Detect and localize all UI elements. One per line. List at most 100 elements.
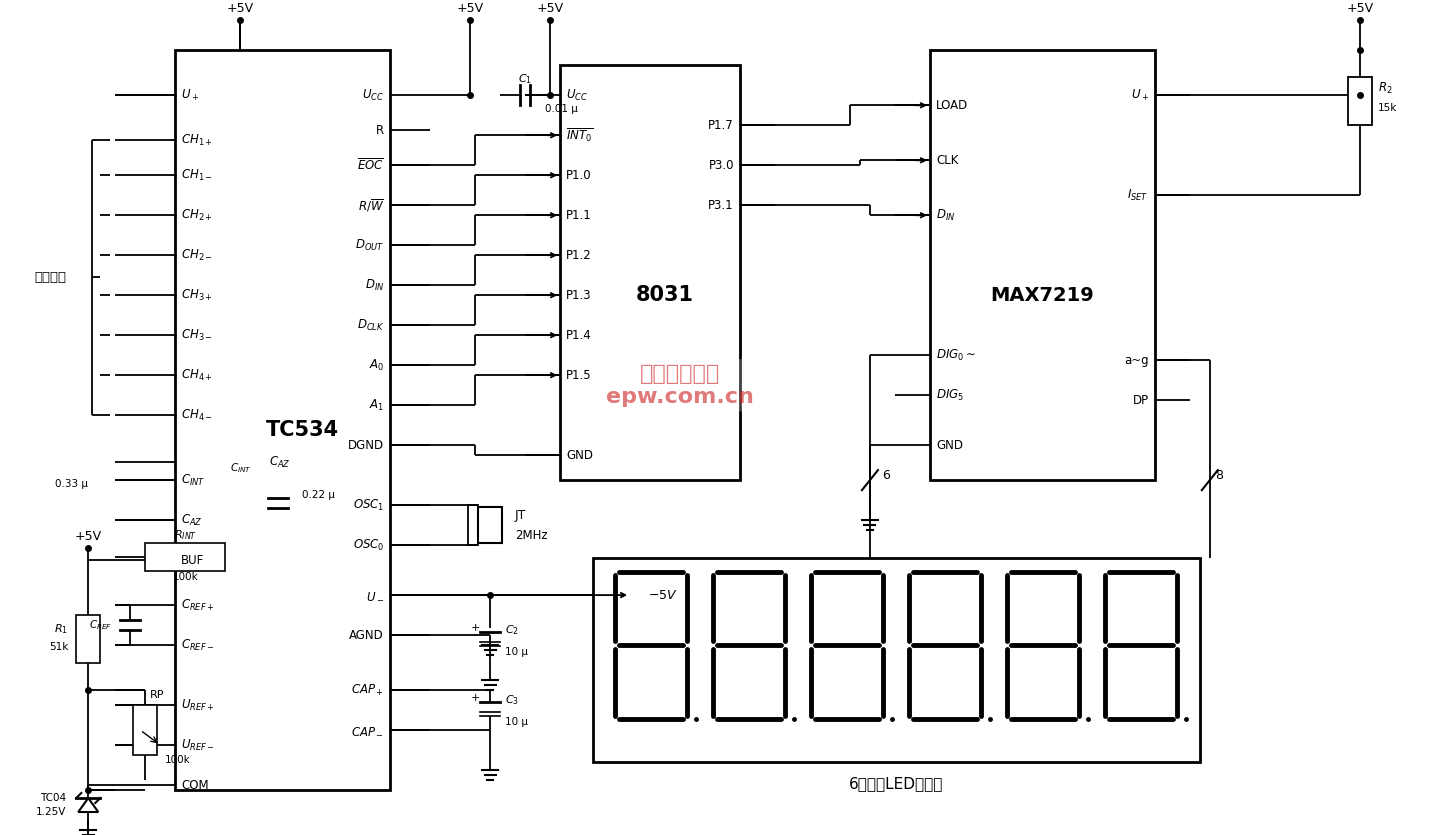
Text: $R_2$: $R_2$	[1378, 81, 1393, 96]
Text: BUF: BUF	[182, 554, 205, 567]
Text: $C_{REF-}$: $C_{REF-}$	[182, 638, 215, 653]
Text: 100k: 100k	[173, 572, 198, 582]
Text: +: +	[471, 623, 480, 633]
Text: 0.33 μ: 0.33 μ	[55, 479, 89, 489]
Text: $CH_{3+}$: $CH_{3+}$	[182, 288, 214, 303]
Text: $C_{REF+}$: $C_{REF+}$	[182, 598, 215, 613]
Text: $C_3$: $C_3$	[505, 693, 519, 707]
Text: +5V: +5V	[74, 529, 102, 543]
Text: 100k: 100k	[166, 755, 190, 765]
Text: $U_+$: $U_+$	[1131, 88, 1149, 103]
Text: $CH_{1+}$: $CH_{1+}$	[182, 133, 214, 148]
Text: 模拟输入: 模拟输入	[35, 271, 67, 284]
Text: GND: GND	[936, 438, 963, 452]
Bar	[134, 705, 157, 755]
Bar	[478, 507, 502, 543]
Text: $CH_{3-}$: $CH_{3-}$	[182, 327, 214, 342]
Text: $CAP_+$: $CAP_+$	[352, 682, 384, 697]
Text: JT: JT	[515, 509, 526, 522]
Text: P3.1: P3.1	[708, 199, 734, 212]
Text: DGND: DGND	[348, 438, 384, 452]
Text: $CH_{4+}$: $CH_{4+}$	[182, 367, 214, 382]
Text: $CH_{2+}$: $CH_{2+}$	[182, 208, 214, 223]
Text: COM: COM	[182, 778, 209, 792]
Text: P1.5: P1.5	[566, 369, 592, 382]
Text: $U_{REF+}$: $U_{REF+}$	[182, 697, 215, 712]
Text: $C_{AZ}$: $C_{AZ}$	[182, 513, 204, 528]
Bar	[1348, 78, 1371, 125]
Text: MAX7219: MAX7219	[990, 286, 1095, 305]
Text: 1.25V: 1.25V	[36, 807, 67, 817]
Text: $C_{INT}$: $C_{INT}$	[231, 461, 252, 475]
Text: $C_{REF}$: $C_{REF}$	[89, 618, 112, 632]
Text: 电子产品世界
epw.com.cn: 电子产品世界 epw.com.cn	[606, 363, 755, 407]
Text: $D_{IN}$: $D_{IN}$	[365, 278, 384, 293]
Bar	[145, 543, 225, 571]
Bar	[176, 50, 390, 790]
Text: +5V: +5V	[227, 2, 254, 15]
Text: 51k: 51k	[49, 642, 68, 652]
Text: $A_1$: $A_1$	[369, 397, 384, 412]
Text: GND: GND	[566, 448, 593, 462]
Text: $D_{IN}$: $D_{IN}$	[936, 208, 955, 223]
Text: $CAP_-$: $CAP_-$	[352, 724, 384, 736]
Text: 2MHz: 2MHz	[515, 529, 548, 542]
Text: 0.01 μ: 0.01 μ	[545, 104, 577, 114]
Text: CLK: CLK	[936, 154, 958, 167]
Text: $C_{AZ}$: $C_{AZ}$	[269, 454, 291, 470]
Text: 15k: 15k	[1378, 104, 1397, 114]
Text: $U_{REF-}$: $U_{REF-}$	[182, 737, 215, 752]
Text: $I_{SET}$: $I_{SET}$	[1127, 188, 1149, 203]
Bar	[560, 65, 740, 480]
Text: P1.2: P1.2	[566, 249, 592, 261]
Text: $C_1$: $C_1$	[518, 73, 532, 86]
Text: +5V: +5V	[1346, 2, 1374, 15]
Text: TC04: TC04	[41, 793, 67, 803]
Text: AGND: AGND	[349, 629, 384, 641]
Bar	[76, 615, 100, 663]
Text: 8031: 8031	[635, 286, 694, 306]
Text: 10 μ: 10 μ	[505, 717, 528, 727]
Text: a~g: a~g	[1124, 354, 1149, 367]
Text: $DIG_5$: $DIG_5$	[936, 387, 964, 402]
Text: $U_{CC}$: $U_{CC}$	[566, 88, 589, 103]
Text: RP: RP	[150, 690, 164, 700]
Text: 6: 6	[883, 468, 890, 482]
Text: +5V: +5V	[537, 2, 564, 15]
Text: $OSC_0$: $OSC_0$	[353, 538, 384, 553]
Polygon shape	[79, 798, 99, 812]
Text: 6位共阴LED显示器: 6位共阴LED显示器	[849, 777, 944, 792]
Text: $A_0$: $A_0$	[369, 357, 384, 372]
Bar	[593, 558, 1200, 762]
Text: P1.0: P1.0	[566, 169, 592, 182]
Text: DP: DP	[1133, 393, 1149, 407]
Text: $OSC_1$: $OSC_1$	[353, 498, 384, 513]
Text: $U_+$: $U_+$	[182, 88, 199, 103]
Text: P1.7: P1.7	[708, 119, 734, 132]
Text: $R/\overline{W}$: $R/\overline{W}$	[358, 197, 384, 214]
Text: +5V: +5V	[457, 2, 484, 15]
Text: $U_{CC}$: $U_{CC}$	[362, 88, 384, 103]
Text: P3.0: P3.0	[708, 159, 734, 172]
Text: $U_-$: $U_-$	[366, 589, 384, 601]
Text: $D_{OUT}$: $D_{OUT}$	[355, 238, 384, 253]
Text: $CH_{4-}$: $CH_{4-}$	[182, 407, 214, 423]
Text: P1.3: P1.3	[566, 289, 592, 301]
Text: $C_2$: $C_2$	[505, 623, 519, 637]
Text: $R_{INT}$: $R_{INT}$	[173, 529, 196, 542]
Text: 8: 8	[1214, 468, 1223, 482]
Bar	[931, 50, 1154, 480]
Text: TC534: TC534	[266, 420, 339, 440]
Text: $\overline{INT_0}$: $\overline{INT_0}$	[566, 126, 593, 144]
Text: 0.22 μ: 0.22 μ	[302, 490, 336, 500]
Text: $R_1$: $R_1$	[54, 622, 68, 636]
Text: $\overline{EOC}$: $\overline{EOC}$	[358, 158, 384, 173]
Text: R: R	[377, 124, 384, 137]
Text: $-5V$: $-5V$	[648, 589, 678, 601]
Text: +: +	[471, 693, 480, 703]
Text: $D_{CLK}$: $D_{CLK}$	[356, 317, 384, 333]
Text: $DIG_0\sim$: $DIG_0\sim$	[936, 347, 976, 362]
Text: P1.4: P1.4	[566, 329, 592, 342]
Text: $CH_{2-}$: $CH_{2-}$	[182, 248, 214, 263]
Text: $CH_{1-}$: $CH_{1-}$	[182, 168, 214, 183]
